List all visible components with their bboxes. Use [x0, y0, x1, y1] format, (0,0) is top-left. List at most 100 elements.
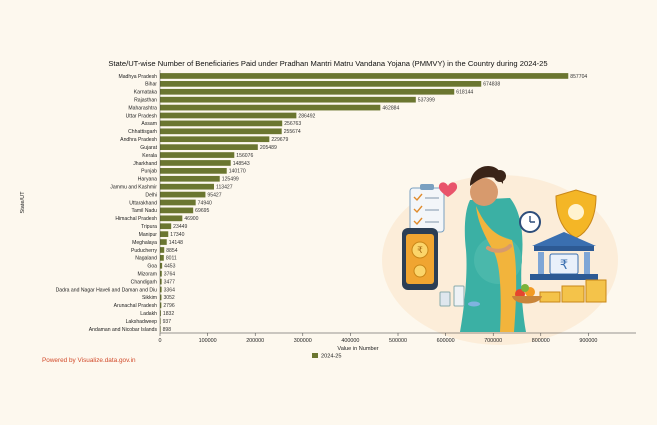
- bar[interactable]: [160, 175, 220, 182]
- y-axis-title: State/UT: [20, 191, 26, 214]
- x-tick-label: 100000: [199, 338, 217, 344]
- pregnant-woman-illustration: ₹ ₹: [382, 166, 618, 345]
- category-label: Uttarakhand: [129, 200, 157, 206]
- phone-icon: ₹: [402, 228, 438, 290]
- medicine-icon: [439, 285, 480, 307]
- bar[interactable]: [160, 318, 161, 324]
- value-label: 74940: [198, 200, 212, 206]
- category-label: Haryana: [138, 177, 157, 183]
- value-label: 674838: [483, 82, 500, 88]
- x-tick-label: 300000: [294, 338, 312, 344]
- bar[interactable]: [160, 223, 172, 230]
- category-label: Assam: [141, 121, 157, 127]
- value-label: 3764: [164, 271, 175, 277]
- bar[interactable]: [160, 104, 381, 111]
- bar[interactable]: [160, 215, 183, 222]
- bar[interactable]: [160, 286, 162, 293]
- bar[interactable]: [160, 310, 161, 317]
- bar[interactable]: [160, 247, 165, 253]
- category-label: Ladakh: [140, 311, 157, 317]
- legend[interactable]: 2024-25: [312, 353, 342, 360]
- value-label: 113427: [216, 184, 233, 190]
- x-tick-label: 800000: [532, 338, 550, 344]
- bar[interactable]: [160, 255, 164, 261]
- category-label: Jharkhand: [133, 161, 157, 167]
- category-label: Himachal Pradesh: [115, 216, 157, 222]
- bank-icon: ₹: [530, 232, 598, 280]
- bar[interactable]: [160, 73, 569, 79]
- category-label: Punjab: [141, 169, 157, 175]
- value-label: 3364: [164, 287, 175, 293]
- bar[interactable]: [160, 231, 169, 237]
- bar[interactable]: [160, 88, 455, 95]
- bar[interactable]: [160, 152, 235, 158]
- category-label: Lakshadweep: [126, 319, 158, 325]
- value-label: 46900: [184, 216, 198, 222]
- bar[interactable]: [160, 326, 161, 332]
- category-label: Maharashtra: [128, 105, 157, 111]
- bar[interactable]: [160, 207, 194, 214]
- category-label: Arunachal Pradesh: [114, 303, 157, 309]
- chart-title: State/UT-wise Number of Beneficiaries Pa…: [108, 59, 547, 68]
- category-label: Dadra and Nagar Haveli and Daman and Diu: [56, 287, 158, 293]
- category-label: Andaman and Nicobar Islands: [89, 327, 158, 333]
- bar[interactable]: [160, 128, 282, 135]
- value-label: 537399: [418, 97, 435, 103]
- bar[interactable]: [160, 294, 162, 301]
- value-label: 140170: [229, 169, 246, 175]
- bar[interactable]: [160, 120, 283, 127]
- bar[interactable]: [160, 136, 270, 143]
- x-tick-label: 900000: [579, 338, 597, 344]
- bar[interactable]: [160, 191, 206, 198]
- category-label: Rajasthan: [134, 97, 157, 103]
- value-label: 618144: [456, 90, 473, 96]
- bar[interactable]: [160, 144, 258, 150]
- value-label: 69695: [195, 208, 209, 214]
- value-label: 857704: [570, 74, 587, 80]
- value-label: 286492: [298, 113, 315, 119]
- category-label: Andhra Pradesh: [120, 137, 157, 143]
- bar[interactable]: [160, 199, 196, 206]
- value-label: 95427: [207, 192, 221, 198]
- bar[interactable]: [160, 160, 231, 166]
- value-label: 8011: [166, 256, 177, 262]
- bar[interactable]: [160, 270, 162, 277]
- bar[interactable]: [160, 183, 214, 190]
- x-axis: 0 100000 200000 300000 400000 500000 600000 700…: [20, 70, 636, 352]
- legend-label: 2024-25: [321, 354, 342, 360]
- value-label: 937: [163, 319, 172, 325]
- category-label: Karnataka: [134, 90, 157, 96]
- value-label: 898: [163, 327, 172, 333]
- category-label: Tripura: [141, 224, 157, 230]
- bar[interactable]: [160, 168, 227, 174]
- category-label: Chhattisgarh: [128, 129, 157, 135]
- value-label: 148543: [233, 161, 250, 167]
- clock-icon: [519, 211, 541, 233]
- category-label: Goa: [147, 264, 157, 270]
- category-label: Bihar: [145, 82, 157, 88]
- value-label: 1832: [163, 311, 174, 317]
- heart-icon: [438, 182, 458, 197]
- bar[interactable]: [160, 302, 162, 309]
- coins-icon: [539, 279, 607, 303]
- value-label: 156076: [236, 153, 253, 159]
- value-label: 23449: [173, 224, 187, 230]
- x-tick-label: 700000: [484, 338, 502, 344]
- bar[interactable]: [160, 262, 163, 269]
- bar[interactable]: [160, 239, 167, 245]
- value-label: 125499: [222, 177, 239, 183]
- bar[interactable]: [160, 278, 162, 285]
- bar[interactable]: [160, 81, 482, 87]
- bar[interactable]: [160, 96, 416, 103]
- value-label: 8854: [166, 248, 177, 254]
- category-label: Uttar Pradesh: [126, 113, 158, 119]
- category-label: Mizoram: [137, 271, 157, 277]
- value-label: 205489: [260, 145, 277, 151]
- category-label: Gujarat: [140, 145, 157, 151]
- bar[interactable]: [160, 112, 297, 119]
- value-label: 3477: [164, 279, 175, 285]
- svg-text:₹: ₹: [560, 258, 568, 273]
- value-label: 3052: [163, 295, 174, 301]
- category-label: Madhya Pradesh: [118, 74, 157, 80]
